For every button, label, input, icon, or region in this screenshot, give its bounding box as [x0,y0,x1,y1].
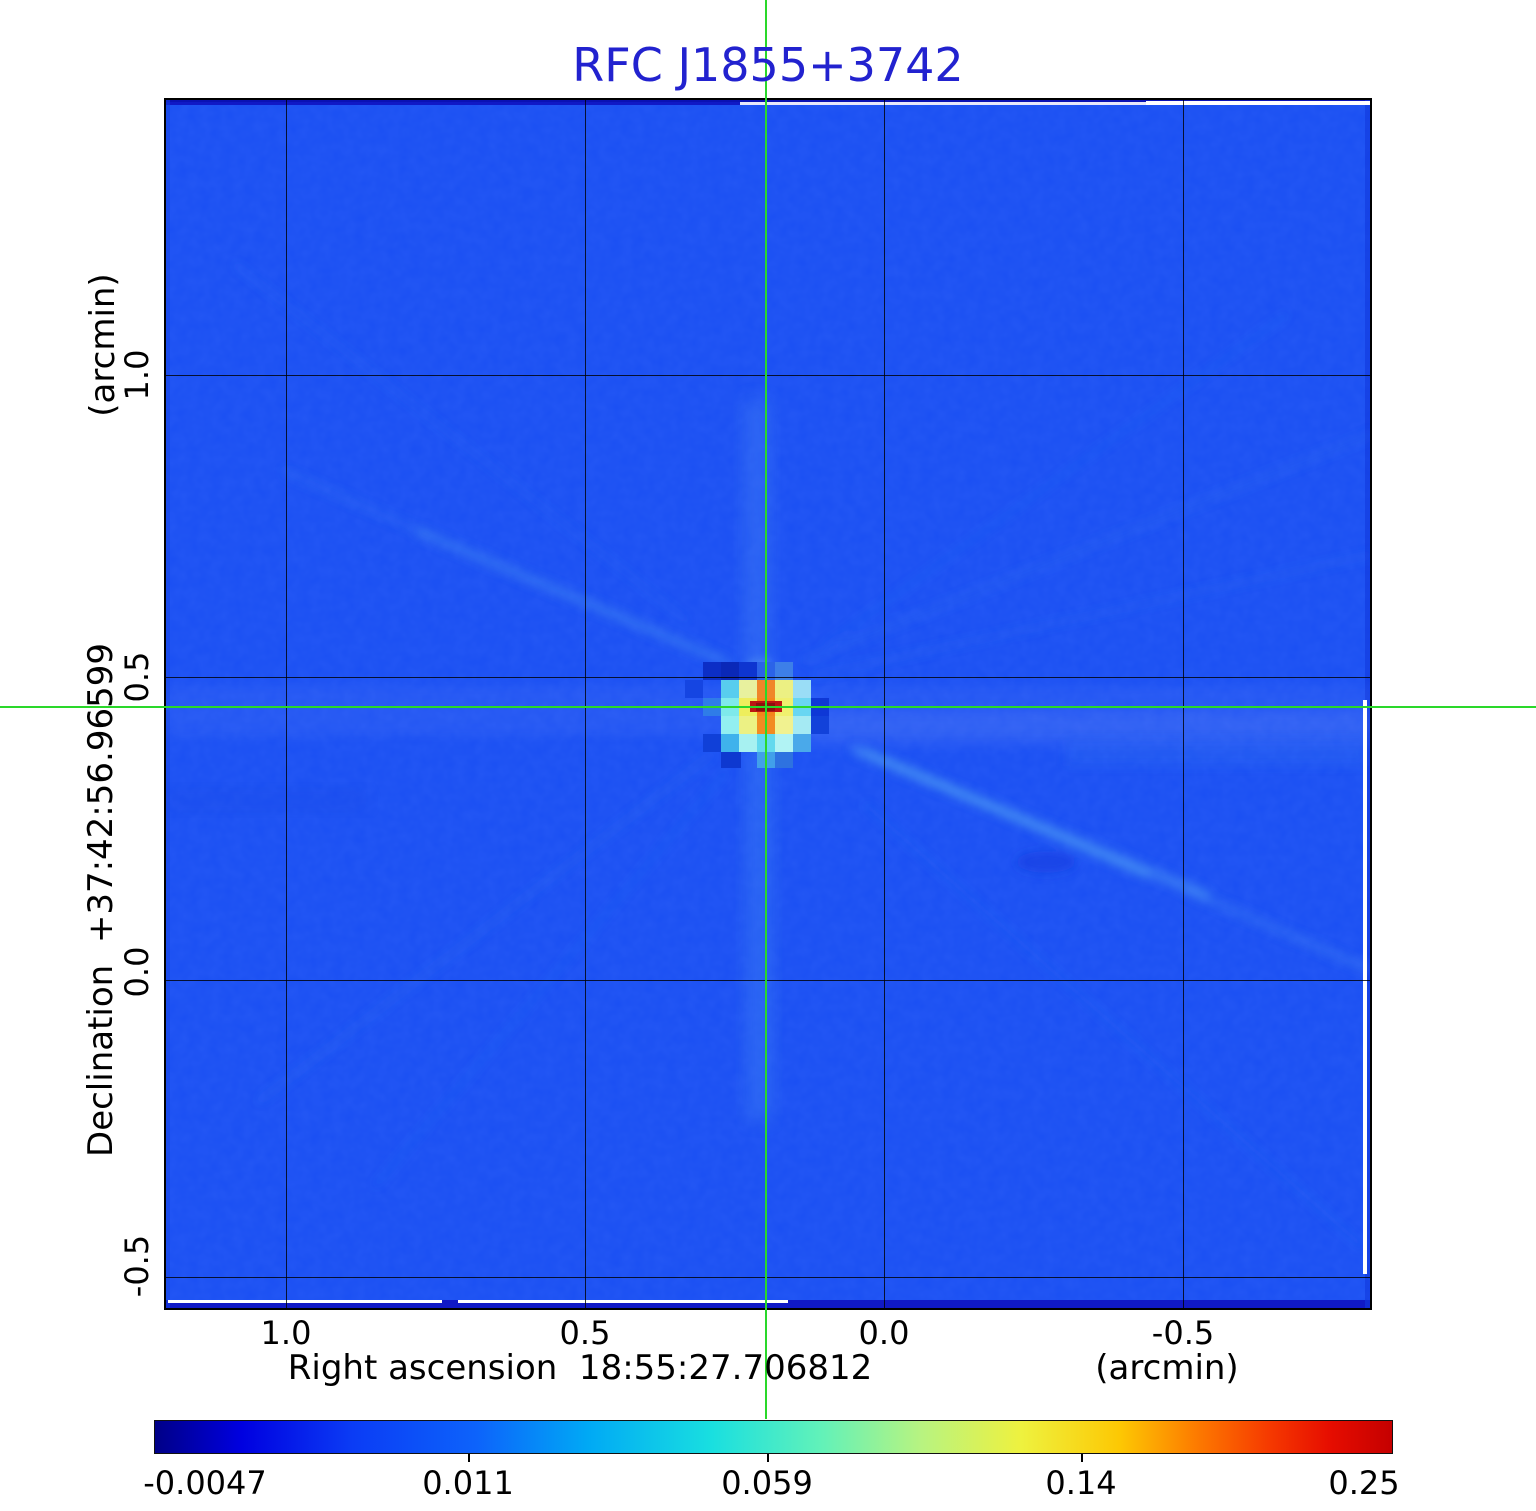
colorbar-tick-label: 0.011 [422,1464,514,1502]
y-tick-label: -0.5 [118,1234,156,1298]
gridline-dec-1.0 [166,375,1370,376]
gridline-ra-0.5 [585,100,586,1308]
colorbar-tick [1081,1454,1083,1462]
x-tick-label: 1.0 [260,1314,312,1352]
crosshair-vertical-line [765,0,767,1419]
x-tick-label: 0.0 [858,1314,910,1352]
colorbar-tick [767,1454,769,1462]
colorbar-tick-label: 0.059 [721,1464,813,1502]
x-axis-unit-label: (arcmin) [1095,1348,1239,1388]
colorbar-tick-label: -0.0047 [143,1464,267,1502]
psf-sidelobe-streaks [233,262,1370,1248]
y-axis-unit-label: (arcmin) [83,273,123,417]
map-edge-gaps [168,101,1370,1303]
figure-title: RFC J1855+3742 [572,38,964,92]
radio-map-image [166,100,1370,1308]
gridline-ra-1.0 [286,100,287,1308]
colorbar-gradient [154,1420,1393,1454]
x-tick-label: 0.5 [559,1314,611,1352]
map-bottom-edge [166,1300,1370,1308]
colorbar-tick-label: 0.25 [1328,1464,1400,1502]
x-axis-label: Right ascension 18:55:27.706812 [287,1348,873,1388]
y-tick-label: 0.0 [118,946,156,998]
y-axis-label: Declination +37:42:56.96599 [81,643,121,1157]
gridline-ra--0.5 [1183,100,1184,1308]
gridline-ra-0.0 [884,100,885,1308]
colorbar-tick-label: 0.14 [1045,1464,1117,1502]
y-tick-label: 1.0 [118,349,156,401]
crosshair-horizontal-line [0,706,1536,708]
y-tick-label: 0.5 [118,651,156,703]
gridline-dec-0.0 [166,980,1370,981]
colorbar-tick [468,1454,470,1462]
radio-map-plot [164,98,1372,1310]
gridline-dec--0.5 [166,1277,1370,1278]
x-tick-label: -0.5 [1151,1314,1215,1352]
gridline-dec-0.5 [166,677,1370,678]
